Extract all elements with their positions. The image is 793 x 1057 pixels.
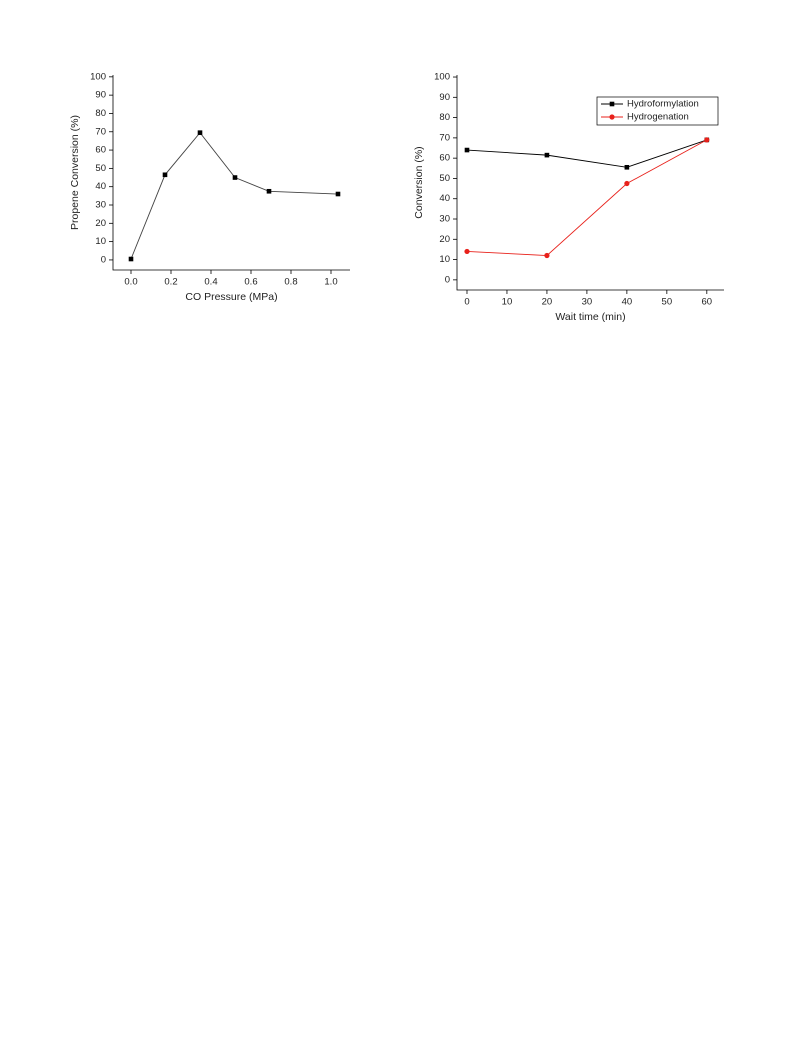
x-tick-label: 60 (702, 297, 713, 308)
x-tick-label: 0.6 (244, 277, 257, 288)
data-point (128, 256, 134, 262)
data-line (466, 139, 707, 168)
legend-label: Hydrogenation (627, 112, 689, 123)
y-tick-label: 80 (439, 112, 450, 123)
y-tick-label: 40 (439, 193, 450, 204)
x-tick-label: 40 (622, 297, 633, 308)
y-tick-label: 60 (439, 153, 450, 164)
y-tick-label: 0 (101, 254, 106, 265)
data-point (464, 248, 470, 255)
y-tick-label: 10 (95, 236, 106, 247)
x-tick-label: 0.8 (284, 277, 297, 288)
y-axis-label: Conversion (%) (413, 146, 425, 218)
y-tick-label: 100 (90, 71, 106, 82)
x-tick-label: 0.0 (124, 277, 137, 288)
data-point (624, 164, 630, 170)
data-line (466, 139, 708, 256)
legend-marker (609, 114, 615, 120)
axes (456, 75, 724, 291)
y-tick-label: 70 (439, 132, 450, 143)
x-tick-label: 20 (542, 297, 553, 308)
y-tick-label: 0 (445, 274, 450, 285)
x-tick-label: 50 (662, 297, 673, 308)
y-tick-label: 20 (95, 218, 106, 229)
data-point (544, 252, 550, 259)
y-tick-label: 20 (439, 234, 450, 245)
y-tick-label: 50 (95, 163, 106, 174)
x-tick-label: 0 (464, 297, 469, 308)
data-point (197, 130, 203, 135)
y-tick-label: 70 (95, 126, 106, 137)
data-point (232, 175, 238, 180)
legend-box (596, 96, 719, 126)
legend-marker (609, 101, 615, 107)
y-tick-label: 80 (95, 108, 106, 119)
y-tick-label: 10 (439, 254, 450, 265)
y-axis-label: Propene Conversion (%) (69, 115, 81, 230)
x-tick-label: 10 (502, 297, 513, 308)
data-point (624, 180, 630, 187)
x-tick-label: 0.2 (164, 277, 177, 288)
y-tick-label: 50 (439, 173, 450, 184)
x-tick-label: 1.0 (324, 277, 337, 288)
data-point (464, 147, 470, 153)
y-tick-label: 40 (95, 181, 106, 192)
y-tick-label: 30 (95, 200, 106, 211)
y-tick-label: 90 (95, 90, 106, 101)
data-point (704, 137, 710, 143)
x-tick-label: 30 (582, 297, 593, 308)
data-point (335, 191, 341, 197)
axes (112, 75, 350, 271)
y-tick-label: 100 (434, 72, 450, 83)
y-tick-label: 90 (439, 92, 450, 103)
data-line (130, 131, 339, 260)
data-point (266, 188, 272, 194)
data-point (544, 152, 550, 158)
y-tick-label: 30 (439, 214, 450, 225)
y-tick-label: 60 (95, 145, 106, 156)
legend-label: Hydroformylation (627, 99, 699, 110)
x-axis-label: CO Pressure (MPa) (185, 291, 277, 303)
x-tick-label: 0.4 (204, 277, 217, 288)
x-axis-label: Wait time (min) (555, 311, 625, 323)
data-point (162, 172, 168, 178)
